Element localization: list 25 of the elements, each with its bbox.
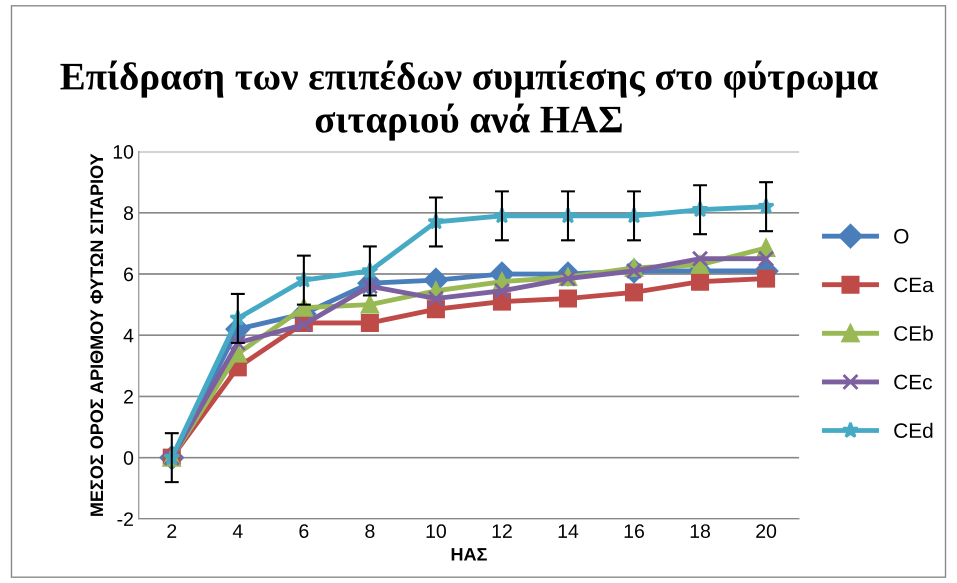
y-axis-title: ΜΕΣΟΣ ΟΡΟΣ ΑΡΙΘΜΟΥ ΦΥΤΩΝ ΣΙΤΑΡΙΟΥ bbox=[90, 154, 104, 516]
y-tick-label: 4 bbox=[124, 328, 134, 342]
y-tick-label: 2 bbox=[124, 390, 133, 404]
x-tick-label: 8 bbox=[365, 524, 374, 538]
x-tick-label: 12 bbox=[492, 524, 512, 538]
legend-label: CEa bbox=[894, 277, 934, 292]
y-tick-label: 10 bbox=[114, 145, 134, 159]
x-tick-label: 10 bbox=[426, 524, 446, 538]
y-tick-label: 8 bbox=[124, 206, 134, 220]
x-tick-label: 18 bbox=[690, 524, 710, 538]
y-tick-label: 6 bbox=[124, 267, 134, 282]
legend-label: CEd bbox=[894, 422, 932, 438]
y-tick-label: -2 bbox=[117, 512, 133, 526]
x-tick-label: 2 bbox=[167, 524, 176, 538]
x-tick-label: 16 bbox=[624, 524, 644, 538]
y-tick-label: 0 bbox=[124, 451, 134, 465]
legend-label: O bbox=[894, 228, 908, 244]
legend-label: CEc bbox=[894, 374, 932, 390]
legend-label: CEb bbox=[894, 326, 933, 341]
x-tick-label: 20 bbox=[756, 524, 776, 538]
x-tick-label: 14 bbox=[558, 524, 578, 538]
x-axis-title: ΗΑΣ bbox=[452, 548, 487, 560]
chart-title: Επίδραση των επιπέδων συμπίεσης στο φύτρωμα σιταριού ανά ΗΑΣ bbox=[60, 60, 878, 141]
x-tick-label: 6 bbox=[299, 524, 308, 538]
x-tick-label: 4 bbox=[232, 524, 243, 538]
